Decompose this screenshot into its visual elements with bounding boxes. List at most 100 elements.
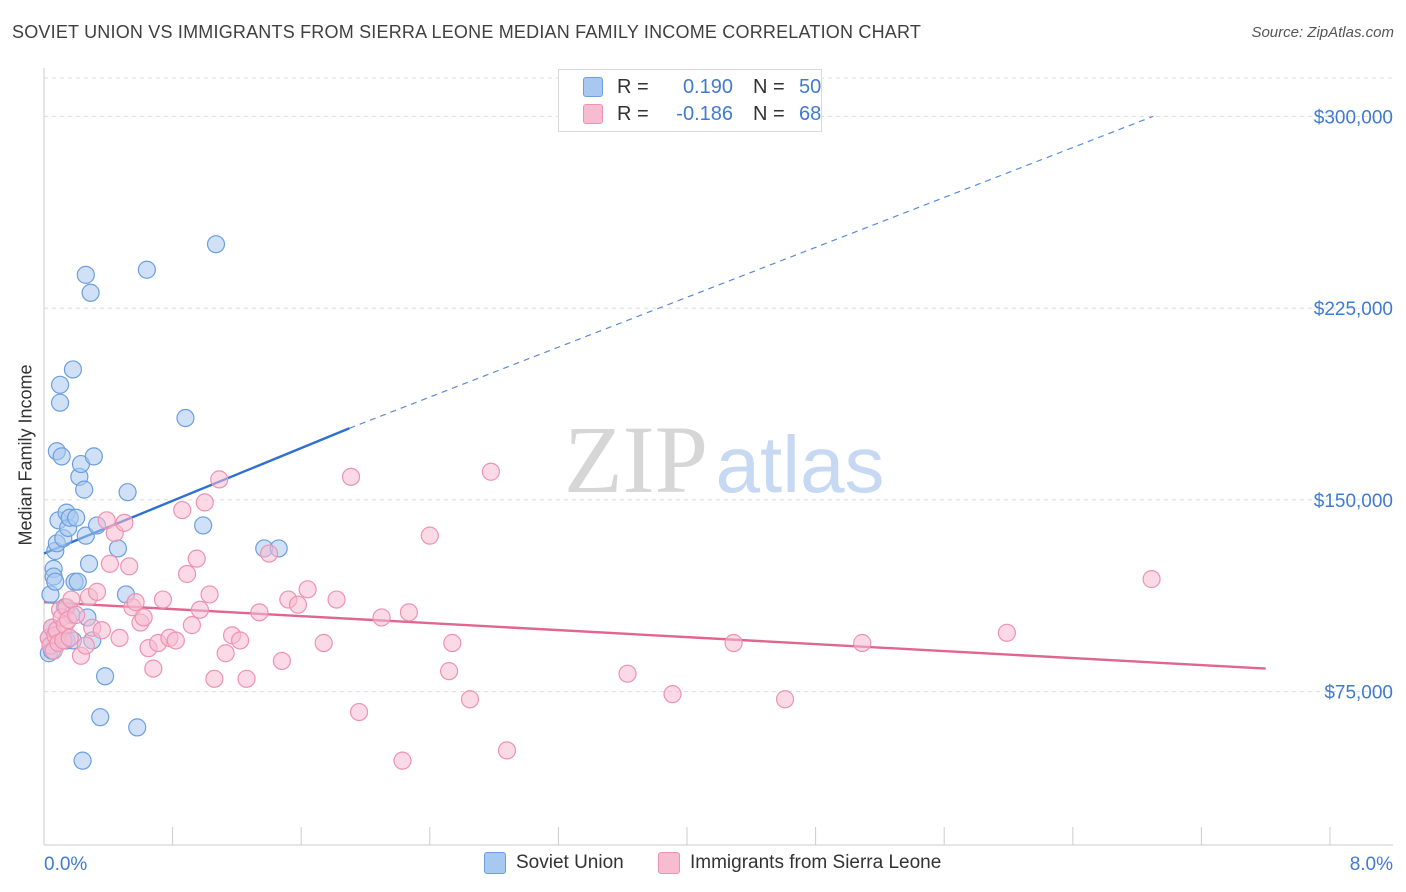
point-1-26	[115, 513, 134, 532]
point-1-67	[460, 690, 480, 709]
point-1-41	[187, 549, 206, 568]
y-tick-label-2: $225,000	[1314, 299, 1393, 320]
point-1-76	[1142, 570, 1161, 589]
series-legend-sierra-leone: Immigrants from Sierra Leone	[658, 852, 941, 874]
trend-lines	[43, 115, 1266, 670]
point-1-14	[62, 590, 81, 609]
point-1-17	[76, 636, 95, 655]
legend-swatch-soviet-union	[583, 77, 603, 97]
point-1-40	[182, 616, 201, 635]
series-label-soviet-union: Soviet Union	[516, 852, 624, 873]
point-1-47	[216, 644, 235, 663]
point-1-65	[439, 662, 459, 681]
point-0-13	[50, 393, 70, 412]
point-0-30	[75, 480, 94, 499]
point-1-71	[663, 685, 682, 704]
point-0-8	[46, 572, 65, 591]
x-tick-labels: 0.0% 8.0%	[44, 854, 1393, 875]
point-1-62	[393, 751, 412, 770]
point-1-25	[110, 628, 129, 648]
point-0-46	[194, 516, 213, 535]
chart-title: SOVIET UNION VS IMMIGRANTS FROM SIERRA L…	[12, 22, 922, 42]
series-swatch-sierra-leone	[658, 852, 680, 874]
point-1-45	[205, 669, 224, 688]
legend-r-value: 0.190	[682, 75, 733, 98]
point-1-44	[200, 585, 219, 604]
trend-line-1	[43, 600, 1266, 670]
watermark: ZIP atlas	[564, 406, 884, 513]
point-1-46	[210, 470, 229, 489]
x-tick-label-min: 0.0%	[44, 854, 87, 875]
point-1-72	[724, 633, 743, 653]
point-1-50	[237, 669, 256, 688]
legend-r-label: R =	[617, 102, 649, 125]
grid-lines	[44, 77, 1393, 693]
legend-n-label: N =	[753, 102, 785, 125]
point-0-34	[81, 283, 100, 302]
point-1-68	[481, 462, 500, 481]
point-1-31	[134, 608, 153, 627]
point-1-58	[327, 590, 346, 609]
point-0-47	[206, 235, 226, 254]
point-1-42	[190, 600, 210, 619]
point-0-23	[63, 360, 83, 379]
point-1-69	[497, 741, 517, 760]
point-1-22	[97, 511, 116, 530]
point-1-57	[314, 633, 333, 653]
correlation-legend: R = 0.190 N = 50 R = -0.186 N = 68	[558, 69, 822, 132]
point-1-35	[153, 590, 173, 609]
point-0-44	[137, 260, 156, 279]
point-0-12	[50, 375, 70, 394]
point-0-33	[79, 554, 99, 573]
point-1-64	[420, 526, 439, 545]
y-tick-labels: $75,000 $150,000 $225,000 $300,000	[1314, 107, 1393, 703]
point-1-70	[618, 664, 637, 683]
legend-row-sierra-leone: R = -0.186 N = 68	[583, 101, 821, 127]
series-legend-soviet-union: Soviet Union	[484, 852, 624, 874]
series-label-sierra-leone: Immigrants from Sierra Leone	[690, 852, 942, 873]
point-1-73	[775, 690, 795, 709]
trend-extension-0	[349, 115, 1154, 429]
x-tick-label-max: 8.0%	[1350, 854, 1393, 875]
legend-r-label: R =	[617, 75, 649, 98]
point-1-75	[997, 623, 1016, 642]
series-0-points	[39, 235, 288, 770]
y-tick-label-0: $75,000	[1324, 683, 1393, 704]
point-1-39	[177, 564, 197, 584]
legend-swatch-sierra-leone	[583, 104, 603, 124]
point-1-15	[67, 605, 86, 625]
axes	[43, 68, 1393, 846]
point-0-25	[67, 508, 86, 527]
point-1-23	[100, 554, 120, 573]
legend-r-value: -0.186	[676, 102, 733, 125]
legend-n-value: 50	[799, 75, 822, 98]
point-1-21	[92, 621, 111, 640]
point-1-37	[166, 631, 185, 650]
watermark-zip: ZIP	[564, 406, 708, 513]
point-0-26	[68, 572, 87, 591]
point-1-51	[250, 603, 269, 622]
point-0-43	[128, 718, 147, 737]
point-0-40	[108, 539, 128, 558]
point-1-27	[120, 557, 139, 576]
point-0-14	[52, 447, 71, 466]
point-1-59	[341, 467, 361, 486]
point-1-13	[60, 628, 79, 648]
point-1-29	[126, 593, 145, 612]
point-0-29	[73, 751, 92, 770]
point-1-49	[231, 631, 250, 650]
point-1-20	[87, 582, 107, 601]
point-0-36	[84, 447, 103, 466]
point-1-52	[259, 544, 279, 563]
point-1-56	[298, 580, 317, 599]
series-1-points	[39, 462, 1161, 770]
point-1-61	[372, 608, 391, 627]
point-1-55	[288, 595, 308, 614]
legend-n-value: 68	[799, 102, 822, 125]
legend-n-label: N =	[753, 75, 785, 98]
point-0-38	[91, 708, 110, 727]
point-1-43	[195, 493, 214, 512]
point-1-74	[853, 633, 872, 653]
watermark-atlas: atlas	[716, 420, 885, 509]
point-0-45	[176, 408, 195, 428]
